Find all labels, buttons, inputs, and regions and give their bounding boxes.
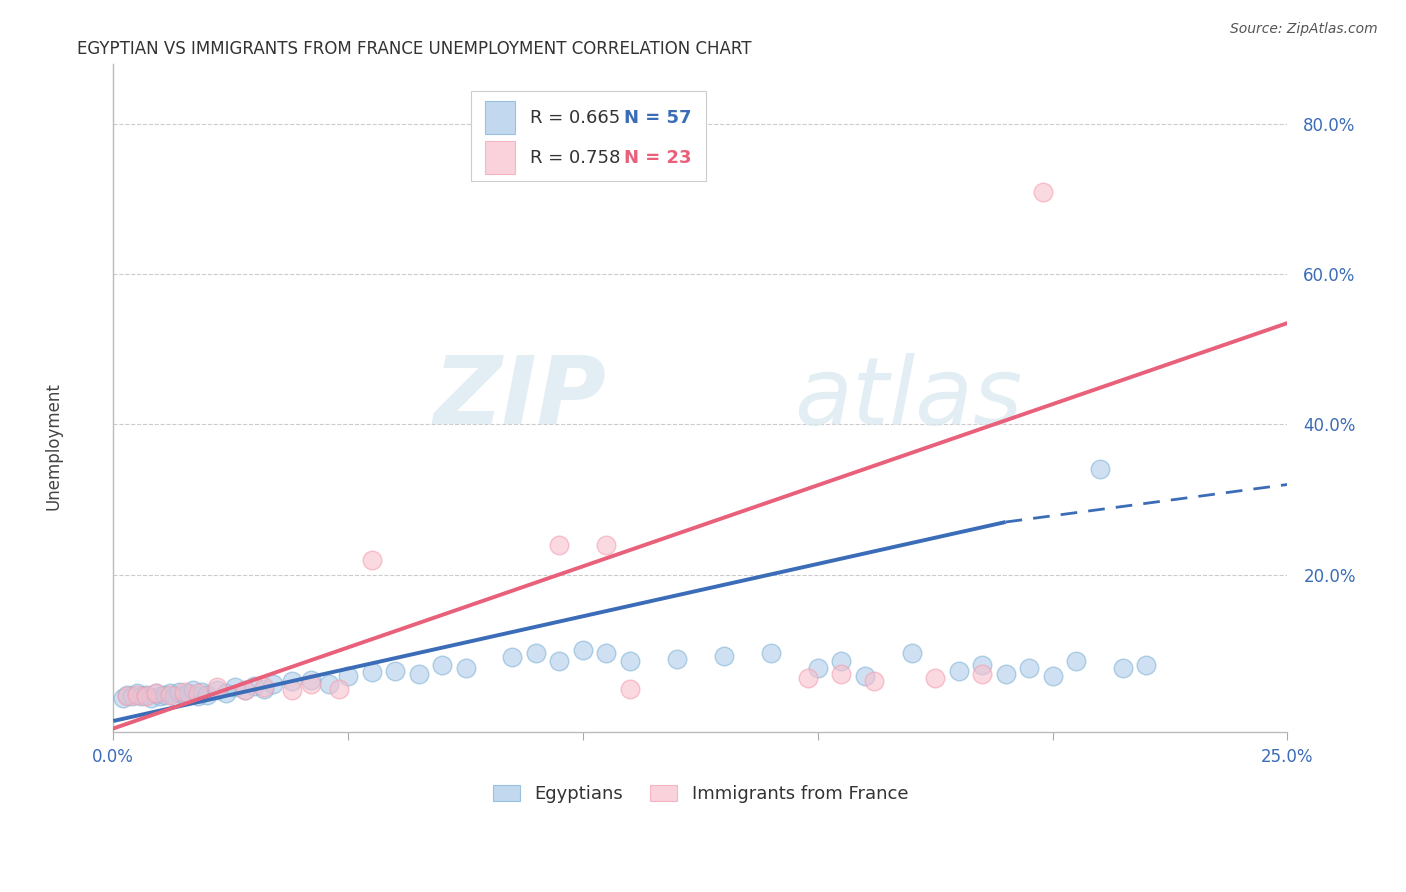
Point (233, 683, 256, 698)
Text: Source: ZipAtlas.com: Source: ZipAtlas.com (1230, 22, 1378, 37)
Point (830, 666, 852, 681)
Point (205, 680, 228, 694)
Point (159, 686, 181, 700)
Point (430, 657, 453, 672)
Point (318, 677, 340, 691)
Text: N = 57: N = 57 (624, 109, 692, 127)
Point (111, 691, 134, 706)
Point (163, 690, 186, 704)
Point (360, 665, 382, 680)
Point (924, 671, 946, 685)
Point (173, 684, 195, 698)
Point (807, 661, 830, 675)
Point (125, 686, 148, 700)
Point (131, 690, 153, 704)
Point (191, 684, 214, 698)
Point (408, 666, 430, 681)
Point (1088, 462, 1111, 476)
Point (262, 677, 284, 691)
Point (972, 657, 994, 672)
Point (167, 684, 190, 698)
Text: R = 0.758: R = 0.758 (530, 149, 638, 167)
Point (145, 686, 167, 700)
Point (595, 537, 617, 551)
Point (548, 654, 571, 668)
Point (187, 690, 209, 704)
Point (501, 650, 523, 665)
Point (948, 664, 970, 678)
Point (1042, 669, 1064, 683)
Point (243, 679, 266, 693)
Point (145, 686, 167, 700)
Point (830, 654, 852, 668)
Point (713, 648, 735, 663)
Point (384, 664, 406, 678)
Point (181, 683, 204, 698)
Point (994, 666, 1017, 681)
Point (759, 647, 782, 661)
Point (252, 681, 274, 696)
FancyBboxPatch shape (471, 91, 706, 181)
Point (299, 677, 322, 691)
Point (1018, 661, 1040, 675)
Bar (485, 141, 515, 174)
Legend: Egyptians, Immigrants from France: Egyptians, Immigrants from France (492, 785, 908, 804)
Point (117, 690, 139, 704)
Point (619, 681, 641, 696)
Text: EGYPTIAN VS IMMIGRANTS FROM FRANCE UNEMPLOYMENT CORRELATION CHART: EGYPTIAN VS IMMIGRANTS FROM FRANCE UNEMP… (77, 40, 752, 58)
Point (524, 647, 547, 661)
Point (360, 552, 382, 566)
Point (900, 647, 922, 661)
Point (187, 686, 209, 700)
Point (135, 688, 157, 702)
Point (159, 688, 181, 702)
Point (619, 654, 641, 668)
Point (572, 642, 595, 657)
Point (1135, 657, 1157, 672)
Point (252, 680, 274, 694)
Point (280, 683, 302, 698)
Point (797, 671, 820, 685)
Point (177, 686, 200, 700)
Point (665, 651, 688, 665)
Point (139, 690, 162, 705)
Text: ZIP: ZIP (433, 352, 606, 444)
Point (853, 669, 876, 683)
Point (195, 688, 218, 702)
Point (117, 688, 139, 702)
Point (1032, 185, 1054, 199)
Text: atlas: atlas (794, 352, 1022, 443)
Point (1112, 661, 1135, 675)
Point (548, 537, 571, 551)
Point (454, 661, 477, 675)
Point (299, 673, 322, 687)
Bar (485, 101, 515, 134)
Point (121, 690, 143, 704)
Point (233, 683, 256, 698)
Point (135, 690, 157, 704)
Text: Unemployment: Unemployment (45, 382, 62, 510)
Point (328, 681, 350, 696)
Text: N = 23: N = 23 (624, 149, 692, 167)
Point (125, 688, 148, 702)
Text: R = 0.665: R = 0.665 (530, 109, 637, 127)
Point (205, 683, 228, 698)
Point (173, 688, 195, 702)
Point (972, 666, 994, 681)
Point (215, 686, 238, 700)
Point (337, 669, 360, 683)
Point (153, 688, 176, 702)
Point (1064, 654, 1087, 668)
Point (595, 647, 617, 661)
Point (149, 690, 172, 704)
Point (863, 674, 886, 689)
Point (224, 680, 246, 694)
Point (280, 674, 302, 689)
